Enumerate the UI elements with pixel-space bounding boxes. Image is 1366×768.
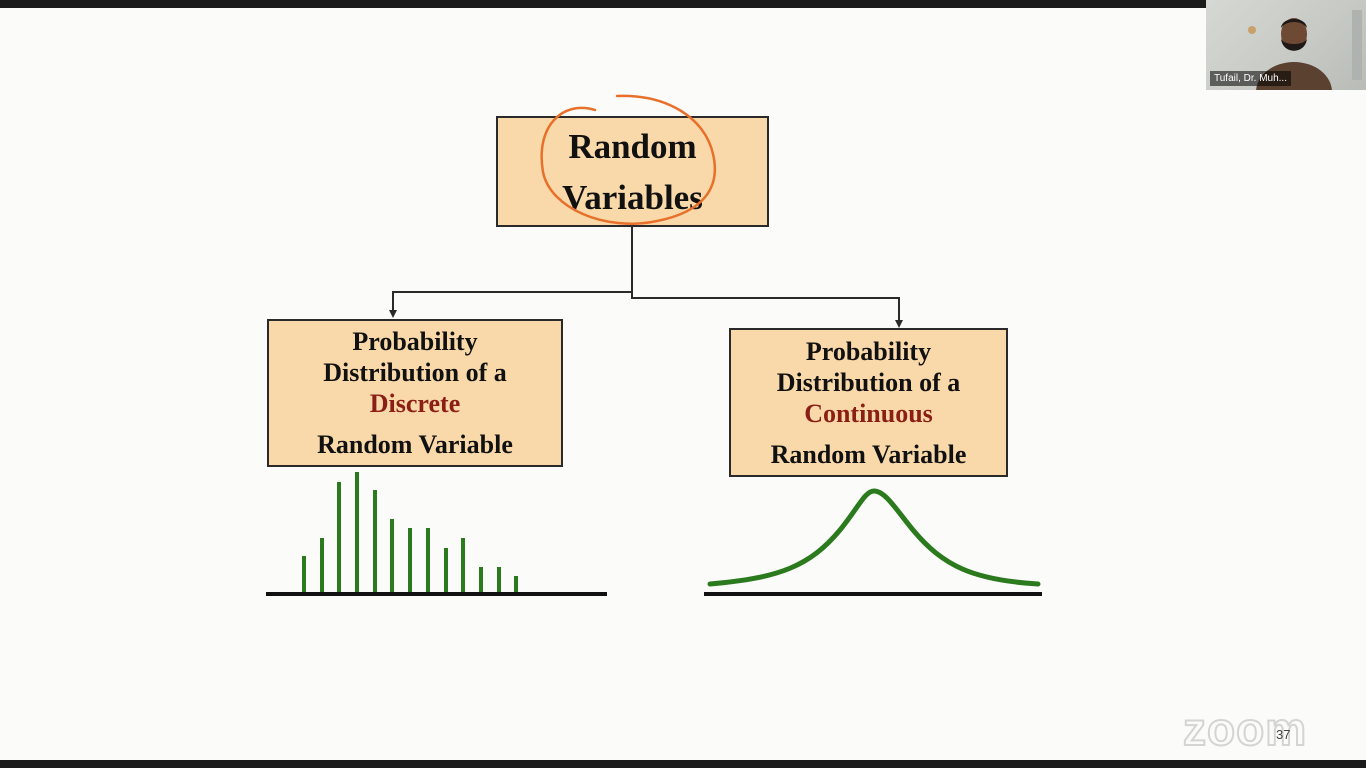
discrete-line-2: Distribution of a xyxy=(323,358,507,387)
continuous-line-2: Distribution of a xyxy=(776,367,961,397)
slide-number: 37 xyxy=(1276,727,1291,742)
discrete-bars xyxy=(302,472,518,592)
continuous-keyword: Continuous xyxy=(804,398,933,428)
continuous-line-4: Random Variable xyxy=(770,439,967,469)
discrete-line-4: Random Variable xyxy=(317,430,513,459)
zoom-logo-icon: zoom xyxy=(1182,702,1308,756)
discrete-line-1: Probability xyxy=(352,327,478,356)
discrete-distribution-illustration xyxy=(266,472,607,596)
participant-video-tile[interactable]: Tufail, Dr. Muh... xyxy=(1206,0,1366,90)
root-line-1: Random xyxy=(568,126,697,166)
participant-name: Tufail, Dr. Muh... xyxy=(1210,71,1291,86)
discrete-keyword: Discrete xyxy=(369,389,461,418)
normal-curve xyxy=(707,488,1041,587)
presentation-slide: Random Variables Probability Distributio… xyxy=(0,8,1366,760)
root-line-2: Variables xyxy=(562,177,703,217)
presenter-video-icon xyxy=(1248,10,1362,90)
continuous-distribution-illustration xyxy=(704,488,1042,596)
continuous-line-1: Probability xyxy=(805,336,932,366)
tree-connectors xyxy=(389,219,903,328)
random-variables-box: Random Variables xyxy=(496,116,769,227)
discrete-distribution-box: Probability Distribution of a Discrete R… xyxy=(267,319,563,467)
continuous-distribution-box: Probability Distribution of a Continuous… xyxy=(729,328,1008,477)
annotation-circle-icon xyxy=(540,94,717,225)
